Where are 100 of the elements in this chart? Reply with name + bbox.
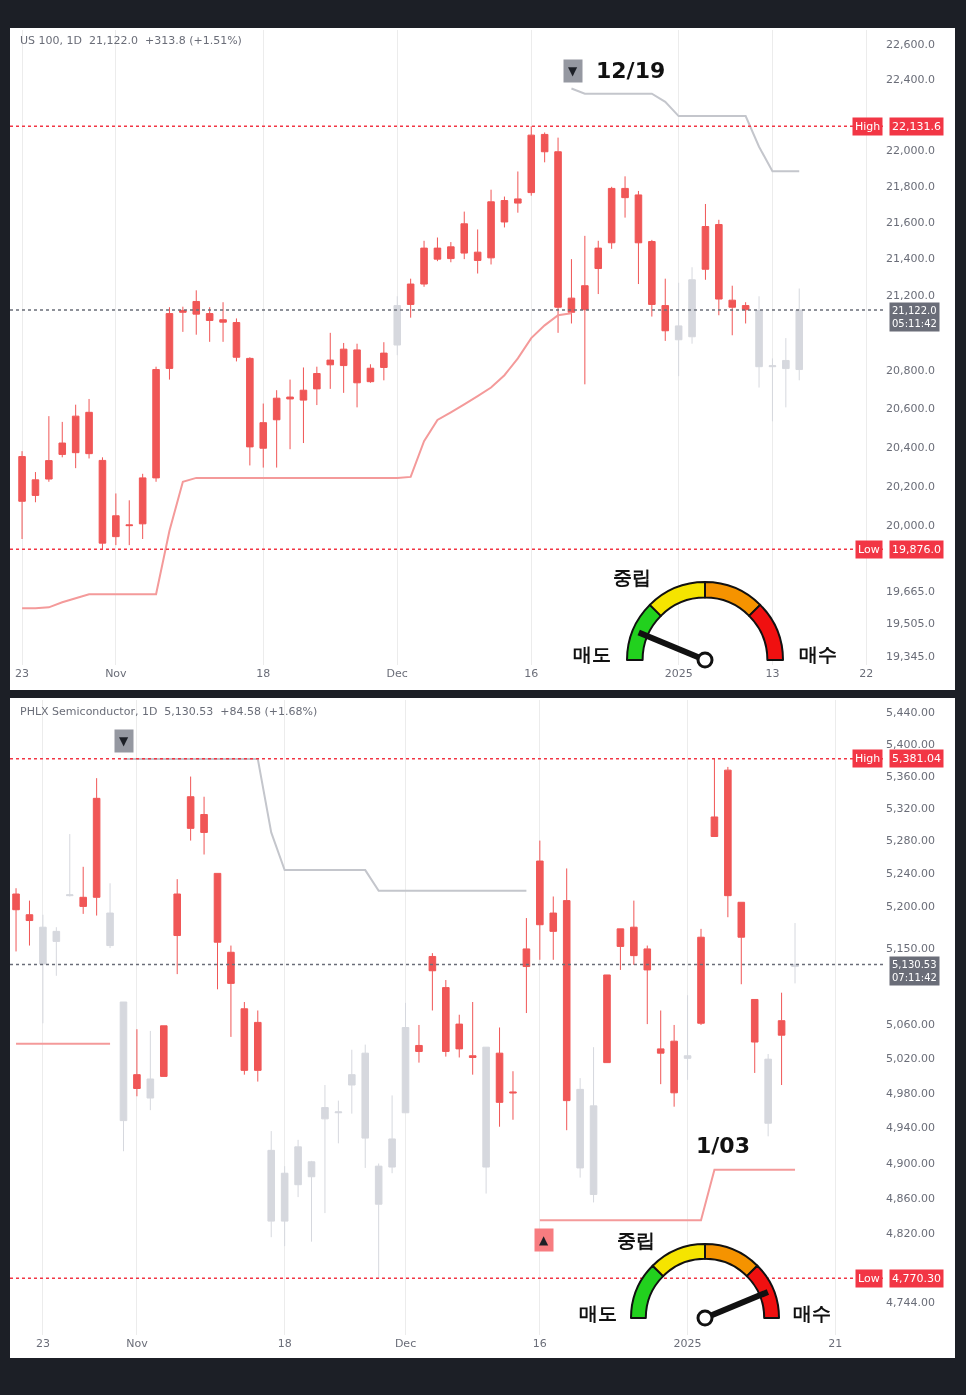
candlestick xyxy=(697,928,705,1026)
y-tick-label: 4,820.00 xyxy=(886,1227,935,1241)
candlestick xyxy=(173,878,181,975)
y-tick-label: 19,345.0 xyxy=(886,649,935,663)
y-tick-label: 20,600.0 xyxy=(886,402,935,416)
candlestick xyxy=(254,1009,262,1083)
y-tick-label: 4,860.00 xyxy=(886,1191,935,1205)
candlestick xyxy=(31,471,40,503)
candlestick xyxy=(768,357,777,422)
y-tick-label: 5,240.00 xyxy=(886,867,935,881)
x-tick-label: 23 xyxy=(15,667,30,680)
ref-line-label: Low 19,876.0 xyxy=(858,543,941,556)
candlestick xyxy=(621,175,629,219)
annotation: ▼ xyxy=(119,734,129,748)
annotation: 1/03 xyxy=(696,1133,750,1158)
candlestick xyxy=(227,945,235,1038)
candlestick xyxy=(401,1002,410,1114)
candlestick xyxy=(12,887,20,952)
x-tick-label: 2025 xyxy=(673,1337,702,1350)
candlestick xyxy=(567,258,576,324)
candlestick xyxy=(607,186,616,250)
y-tick-label: 5,280.00 xyxy=(886,834,935,848)
y-tick-label: 4,940.00 xyxy=(886,1121,935,1135)
candlestick xyxy=(286,379,294,450)
candlestick xyxy=(447,241,455,263)
candlestick xyxy=(388,1094,396,1174)
x-tick-label: Nov xyxy=(105,667,128,680)
candlestick xyxy=(683,994,692,1081)
slice-label: 중립 xyxy=(617,1229,655,1251)
candlestick xyxy=(460,211,469,260)
candlestick xyxy=(468,1001,477,1076)
candlestick xyxy=(146,1030,155,1111)
candlestick xyxy=(674,282,683,377)
y-tick-label: 20,800.0 xyxy=(886,364,935,378)
candlestick xyxy=(152,366,160,483)
candlestick xyxy=(509,1070,517,1121)
y-tick-label: 5,440.00 xyxy=(886,705,935,719)
candlestick xyxy=(755,295,763,389)
candlestick xyxy=(688,266,696,345)
candlestick xyxy=(428,952,437,1011)
candlestick xyxy=(65,833,74,897)
candlestick xyxy=(589,1046,598,1203)
candlestick xyxy=(313,366,321,406)
candlestick xyxy=(106,882,114,949)
candlestick xyxy=(119,1001,128,1152)
candlestick xyxy=(71,404,80,469)
candlestick xyxy=(259,403,268,469)
y-tick-label: 5,060.00 xyxy=(886,1017,935,1031)
candlestick xyxy=(741,301,750,324)
x-tick-label: 16 xyxy=(524,667,539,680)
x-tick-label: 18 xyxy=(277,1337,292,1350)
y-tick-label: 21,400.0 xyxy=(886,252,935,266)
candlestick xyxy=(536,840,544,961)
candlestick xyxy=(728,285,737,336)
y-tick-label: 21,200.0 xyxy=(886,289,935,303)
x-tick-label: Dec xyxy=(386,667,408,680)
candlestick xyxy=(299,366,308,444)
candlestick xyxy=(321,1084,329,1214)
y-tick-label: 20,400.0 xyxy=(886,440,935,454)
ref-line-label: High 5,381.04 xyxy=(855,752,941,765)
candlestick xyxy=(406,278,415,319)
candlestick xyxy=(487,189,495,265)
candlestick xyxy=(594,240,603,295)
candlestick xyxy=(192,289,201,336)
candlestick xyxy=(648,239,656,318)
y-tick-label: 4,900.00 xyxy=(886,1156,935,1170)
x-tick-label: 21 xyxy=(828,1337,843,1350)
candlestick xyxy=(267,1130,276,1238)
candlestick xyxy=(294,1139,302,1198)
y-tick-label: 5,020.00 xyxy=(886,1052,935,1066)
candlestick xyxy=(643,945,652,1025)
y-tick-label: 4,980.00 xyxy=(886,1086,935,1100)
candlestick xyxy=(576,1077,584,1179)
candlestick xyxy=(353,343,361,408)
x-tick-label: 18 xyxy=(256,667,271,680)
y-tick-label: 19,665.0 xyxy=(886,585,935,599)
x-tick-label: 23 xyxy=(35,1337,50,1350)
candlestick xyxy=(500,196,509,228)
candlestick xyxy=(98,456,107,550)
candlestick xyxy=(581,235,589,385)
slice-label: 매도 xyxy=(573,643,611,665)
ref-line-label: 21,122.0 05:11:42 xyxy=(892,305,937,329)
candlestick xyxy=(701,203,710,281)
candlestick xyxy=(85,398,93,459)
candlestick xyxy=(361,1044,370,1169)
candlestick xyxy=(514,170,522,214)
x-tick-label: 13 xyxy=(765,667,780,680)
candlestick xyxy=(616,928,625,971)
x-tick-label: Nov xyxy=(126,1337,149,1350)
candlestick xyxy=(750,998,759,1074)
y-tick-label: 5,360.00 xyxy=(886,769,935,783)
annotation: ▲ xyxy=(539,1233,549,1247)
ref-line-label: Low 4,770.30 xyxy=(858,1272,941,1285)
candlestick xyxy=(58,421,67,458)
candlestick xyxy=(79,866,87,915)
y-tick-label: 22,400.0 xyxy=(886,72,935,86)
candlestick xyxy=(18,450,26,540)
chart-title: US 100, 1D 21,122.0 +313.8 (+1.51%) xyxy=(20,34,242,47)
candlestick xyxy=(562,867,571,1131)
candlestick xyxy=(549,895,558,961)
